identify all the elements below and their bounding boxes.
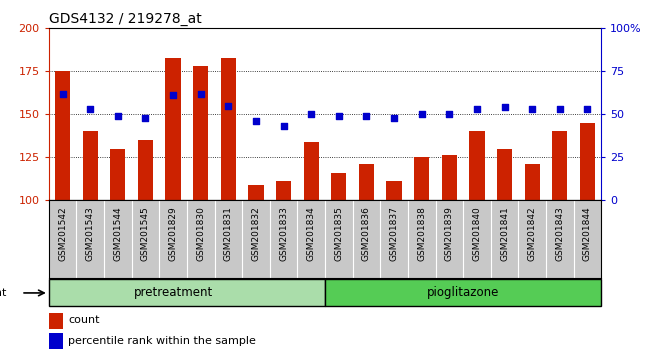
Bar (332, 172, 346, 200)
Text: GSM201829: GSM201829 (168, 206, 177, 261)
Text: GSM201838: GSM201838 (417, 206, 426, 261)
Point (582, 106, 593, 112)
Text: GSM201833: GSM201833 (279, 206, 288, 261)
Bar (49, 313, 62, 329)
Text: GSM201836: GSM201836 (362, 206, 371, 261)
Text: GSM201543: GSM201543 (86, 206, 95, 261)
Bar (325, 279, 601, 307)
Bar (359, 164, 374, 200)
Text: GDS4132 / 219278_at: GDS4132 / 219278_at (49, 12, 202, 26)
Point (389, 115, 399, 120)
Text: GSM201839: GSM201839 (445, 206, 454, 261)
Bar (193, 66, 208, 200)
Bar (414, 157, 429, 200)
Point (196, 91, 206, 96)
Point (554, 106, 565, 112)
Text: GSM201830: GSM201830 (196, 206, 205, 261)
Point (444, 111, 454, 117)
Bar (497, 149, 512, 200)
Point (278, 123, 289, 129)
Bar (580, 123, 595, 200)
Bar (221, 57, 236, 200)
Bar (387, 181, 402, 200)
Bar (138, 140, 153, 200)
Text: pioglitazone: pioglitazone (427, 286, 499, 299)
Bar (552, 131, 567, 200)
Bar (111, 149, 125, 200)
Bar (49, 333, 62, 349)
Point (85, 106, 96, 112)
Point (333, 113, 344, 119)
Text: GSM201834: GSM201834 (307, 206, 316, 261)
Bar (304, 142, 318, 200)
Point (140, 115, 151, 120)
Text: GSM201545: GSM201545 (141, 206, 150, 261)
Point (472, 106, 482, 112)
Text: GSM201837: GSM201837 (389, 206, 398, 261)
Point (417, 111, 427, 117)
Point (57, 91, 68, 96)
Point (223, 103, 233, 108)
Text: pretreatment: pretreatment (133, 286, 213, 299)
Text: GSM201840: GSM201840 (473, 206, 482, 261)
Text: GSM201832: GSM201832 (252, 206, 261, 261)
Point (112, 113, 123, 119)
Bar (49, 279, 325, 307)
Bar (442, 155, 457, 200)
Text: GSM201835: GSM201835 (334, 206, 343, 261)
Bar (55, 71, 70, 200)
Point (251, 118, 261, 124)
Bar (469, 131, 484, 200)
Text: GSM201841: GSM201841 (500, 206, 509, 261)
Text: GSM201843: GSM201843 (555, 206, 564, 261)
Point (527, 106, 538, 112)
Text: GSM201831: GSM201831 (224, 206, 233, 261)
Text: GSM201542: GSM201542 (58, 206, 67, 261)
Text: count: count (68, 315, 99, 325)
Point (306, 111, 317, 117)
Bar (248, 184, 263, 200)
Bar (83, 131, 98, 200)
Text: agent: agent (0, 288, 6, 298)
Text: GSM201844: GSM201844 (583, 206, 592, 261)
Bar (166, 57, 181, 200)
Text: percentile rank within the sample: percentile rank within the sample (68, 336, 256, 346)
Text: GSM201842: GSM201842 (528, 206, 537, 261)
Point (168, 92, 178, 98)
Bar (276, 181, 291, 200)
Point (361, 113, 372, 119)
Text: GSM201544: GSM201544 (113, 206, 122, 261)
Bar (525, 164, 540, 200)
Point (499, 104, 510, 110)
